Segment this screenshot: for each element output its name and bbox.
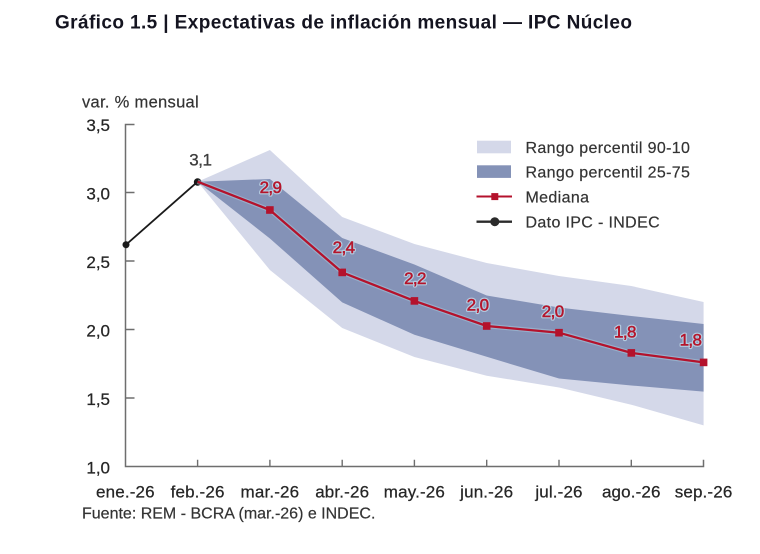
svg-text:1,0: 1,0 <box>86 459 110 478</box>
svg-text:jun.-26: jun.-26 <box>459 483 513 502</box>
svg-text:3,1: 3,1 <box>189 151 211 170</box>
svg-text:2,9: 2,9 <box>260 178 282 197</box>
svg-text:2,0: 2,0 <box>86 322 110 341</box>
svg-text:1,8: 1,8 <box>614 323 636 342</box>
svg-text:1,8: 1,8 <box>614 323 636 342</box>
svg-text:1,8: 1,8 <box>680 331 702 350</box>
svg-text:2,0: 2,0 <box>467 296 489 315</box>
svg-text:jul.-26: jul.-26 <box>534 483 582 502</box>
svg-text:2,2: 2,2 <box>404 269 426 288</box>
svg-text:2,9: 2,9 <box>260 178 282 197</box>
svg-text:2,0: 2,0 <box>467 296 489 315</box>
svg-text:3,5: 3,5 <box>86 116 110 135</box>
svg-text:may.-26: may.-26 <box>384 483 445 502</box>
svg-text:2,2: 2,2 <box>404 269 426 288</box>
svg-text:2,4: 2,4 <box>333 238 355 257</box>
svg-text:Mediana: Mediana <box>526 189 590 206</box>
svg-text:mar.-26: mar.-26 <box>241 483 300 502</box>
svg-text:Rango percentil 25-75: Rango percentil 25-75 <box>526 164 691 181</box>
svg-text:Fuente: REM - BCRA (mar.-26) e: Fuente: REM - BCRA (mar.-26) e INDEC. <box>82 506 375 523</box>
svg-text:Gráfico 1.5 | Expectativas de: Gráfico 1.5 | Expectativas de inflación … <box>55 13 632 34</box>
svg-text:feb.-26: feb.-26 <box>171 483 225 502</box>
svg-text:ago.-26: ago.-26 <box>602 483 661 502</box>
svg-text:2,5: 2,5 <box>86 253 110 272</box>
svg-text:2,0: 2,0 <box>542 302 564 321</box>
svg-text:3,0: 3,0 <box>86 185 110 204</box>
svg-text:1,8: 1,8 <box>680 331 702 350</box>
svg-text:abr.-26: abr.-26 <box>315 483 369 502</box>
svg-text:2,0: 2,0 <box>542 302 564 321</box>
svg-text:sep.-26: sep.-26 <box>675 483 733 502</box>
svg-text:2,4: 2,4 <box>333 238 355 257</box>
svg-text:var. % mensual: var. % mensual <box>82 94 199 112</box>
svg-text:1,5: 1,5 <box>86 390 110 409</box>
svg-text:ene.-26: ene.-26 <box>96 483 155 502</box>
svg-text:Dato IPC - INDEC: Dato IPC - INDEC <box>526 215 661 232</box>
svg-text:Rango percentil 90-10: Rango percentil 90-10 <box>526 140 691 157</box>
